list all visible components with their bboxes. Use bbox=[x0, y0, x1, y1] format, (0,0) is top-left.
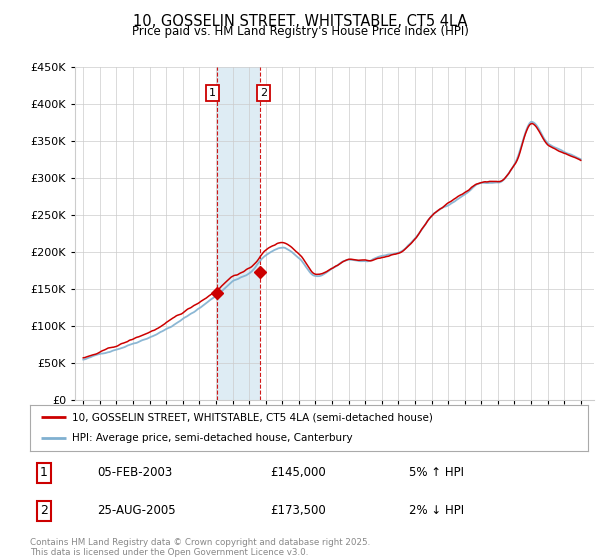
Text: £173,500: £173,500 bbox=[270, 504, 326, 517]
Text: 10, GOSSELIN STREET, WHITSTABLE, CT5 4LA (semi-detached house): 10, GOSSELIN STREET, WHITSTABLE, CT5 4LA… bbox=[72, 412, 433, 422]
Text: 10, GOSSELIN STREET, WHITSTABLE, CT5 4LA: 10, GOSSELIN STREET, WHITSTABLE, CT5 4LA bbox=[133, 14, 467, 29]
Text: HPI: Average price, semi-detached house, Canterbury: HPI: Average price, semi-detached house,… bbox=[72, 433, 352, 444]
Text: £145,000: £145,000 bbox=[270, 466, 326, 479]
Text: 1: 1 bbox=[209, 88, 216, 98]
Text: 2% ↓ HPI: 2% ↓ HPI bbox=[409, 504, 464, 517]
Text: Contains HM Land Registry data © Crown copyright and database right 2025.
This d: Contains HM Land Registry data © Crown c… bbox=[30, 538, 370, 557]
Text: 2: 2 bbox=[260, 88, 267, 98]
Text: 25-AUG-2005: 25-AUG-2005 bbox=[97, 504, 176, 517]
Text: 05-FEB-2003: 05-FEB-2003 bbox=[97, 466, 172, 479]
Text: 5% ↑ HPI: 5% ↑ HPI bbox=[409, 466, 464, 479]
Text: 1: 1 bbox=[40, 466, 48, 479]
Bar bbox=[217, 67, 260, 400]
Text: Price paid vs. HM Land Registry's House Price Index (HPI): Price paid vs. HM Land Registry's House … bbox=[131, 25, 469, 38]
Text: 2: 2 bbox=[40, 504, 48, 517]
